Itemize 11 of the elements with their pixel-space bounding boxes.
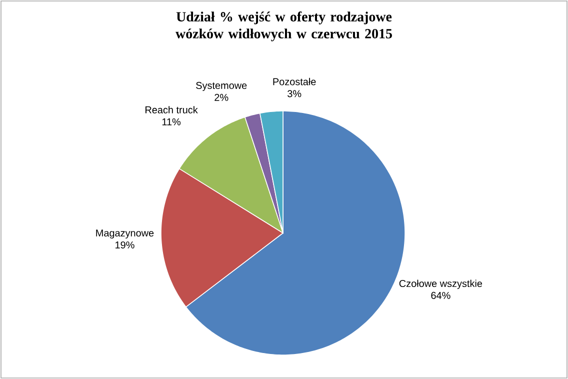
slice-label: Reach truck — [146, 106, 198, 114]
chart-title: Udział % wejść w oferty rodzajowe wózków widłowych w czerwcu 2015 — [176, 12, 392, 42]
slice-label: Magazynowe — [96, 230, 154, 238]
data-label: 3% — [288, 90, 302, 98]
data-label: 11% — [162, 118, 181, 126]
slice-label: Pozostałe — [273, 78, 316, 86]
slice-label: Czołowe wszystkie — [399, 280, 482, 289]
data-label: 2% — [214, 94, 228, 101]
data-label: 64% — [431, 292, 450, 299]
data-label: 19% — [116, 241, 134, 248]
slice-label: Systemowe — [196, 82, 247, 91]
